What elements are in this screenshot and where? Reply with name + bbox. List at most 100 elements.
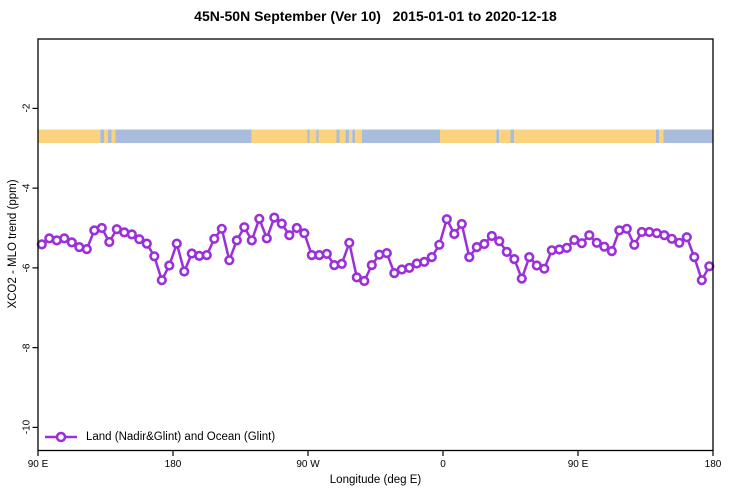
map-strip-segment-ocean xyxy=(316,129,319,144)
x-tick-label: 90 E xyxy=(567,458,589,470)
map-strip-segment-ocean xyxy=(362,129,440,144)
map-strip-segment-land xyxy=(309,129,317,144)
data-point xyxy=(284,230,295,241)
data-point xyxy=(426,252,437,263)
map-strip-segment-ocean xyxy=(352,129,356,144)
data-point xyxy=(149,251,160,262)
data-point xyxy=(629,239,640,250)
data-point xyxy=(239,222,250,233)
map-strip-segment-ocean xyxy=(345,129,350,144)
x-tick-label: 180 xyxy=(164,458,182,470)
data-point xyxy=(216,223,227,234)
data-point xyxy=(96,222,107,234)
legend-line-marker-icon xyxy=(45,431,77,443)
data-point xyxy=(419,256,430,268)
data-point xyxy=(321,248,332,259)
data-point xyxy=(666,233,677,244)
data-point xyxy=(351,272,362,283)
map-strip-segment-land xyxy=(514,129,656,144)
x-axis-label: Longitude (deg E) xyxy=(329,474,422,486)
data-point xyxy=(704,261,715,272)
y-tick-label: -10 xyxy=(21,420,33,435)
data-point xyxy=(104,236,115,248)
data-point xyxy=(561,242,572,253)
data-point xyxy=(434,239,445,250)
x-tick-label: 180 xyxy=(704,458,722,470)
data-point xyxy=(599,241,610,252)
map-strip-segment-ocean xyxy=(656,129,659,144)
data-point xyxy=(404,262,415,274)
data-point xyxy=(381,248,392,259)
data-point xyxy=(81,244,92,255)
data-point xyxy=(494,236,505,247)
data-point xyxy=(606,246,617,257)
data-point xyxy=(59,233,70,244)
y-tick-label: -8 xyxy=(21,343,33,353)
data-point xyxy=(141,238,152,249)
map-strip-segment-ocean xyxy=(510,129,515,144)
data-point xyxy=(501,246,512,257)
data-point xyxy=(539,263,550,274)
data-point xyxy=(359,275,370,287)
data-point xyxy=(591,237,602,248)
data-point xyxy=(659,230,670,241)
map-strip-segment-ocean xyxy=(336,129,340,144)
map-strip-segment-land xyxy=(318,129,337,144)
data-point xyxy=(621,223,632,234)
map-strip-segment-land xyxy=(251,129,308,144)
map-strip-segment-ocean xyxy=(100,129,104,144)
data-point xyxy=(66,237,77,248)
data-point xyxy=(299,228,310,239)
map-strip-segment-ocean xyxy=(115,129,252,144)
legend-label: Land (Nadir&Glint) and Ocean (Glint) xyxy=(86,431,276,443)
data-point xyxy=(486,230,497,242)
y-tick-label: -4 xyxy=(21,183,33,193)
data-point xyxy=(696,275,707,286)
data-point xyxy=(269,212,280,223)
data-point xyxy=(464,252,475,263)
data-point xyxy=(291,222,302,234)
data-point xyxy=(479,238,490,250)
map-strip-segment-land xyxy=(659,129,664,144)
y-axis-label: XCO2 - MLO trend (ppm) xyxy=(7,179,19,309)
data-point xyxy=(516,273,527,284)
data-point xyxy=(336,258,347,270)
data-point xyxy=(674,237,685,248)
map-strip-segment-land xyxy=(499,129,511,144)
data-point xyxy=(36,239,47,250)
data-point xyxy=(689,252,700,263)
data-point xyxy=(254,213,265,224)
data-point xyxy=(389,268,400,279)
data-point xyxy=(344,237,355,248)
data-point xyxy=(441,214,452,225)
data-point xyxy=(524,252,535,263)
data-point xyxy=(179,266,190,277)
data-point xyxy=(449,228,460,240)
chart-title: 45N-50N September (Ver 10) 2015-01-01 to… xyxy=(194,8,557,24)
data-point xyxy=(456,218,467,230)
plot-box xyxy=(37,38,714,452)
y-tick-label: -2 xyxy=(21,103,33,113)
x-tick-label: 90 W xyxy=(296,458,320,470)
legend: Land (Nadir&Glint) and Ocean (Glint) xyxy=(44,429,275,445)
data-point xyxy=(231,235,242,246)
map-strip-segment-ocean xyxy=(307,129,310,144)
data-point xyxy=(134,234,145,245)
map-strip-segment-ocean xyxy=(663,129,713,144)
x-tick-label: 0 xyxy=(440,458,446,470)
map-strip-segment-ocean xyxy=(496,129,500,144)
map-strip-segment-land xyxy=(440,129,497,144)
data-point xyxy=(156,275,167,286)
data-point xyxy=(366,260,377,271)
data-point xyxy=(261,233,272,244)
map-strip-segment-land xyxy=(355,129,362,144)
data-point xyxy=(224,255,235,266)
map-strip-segment-ocean xyxy=(107,129,112,144)
map-strip-segment-land xyxy=(339,129,346,144)
data-point xyxy=(209,233,220,244)
data-point xyxy=(246,235,257,246)
y-tick-label: -6 xyxy=(21,263,33,273)
map-strip-segment-land xyxy=(111,129,116,144)
data-point xyxy=(576,238,587,249)
data-point xyxy=(584,230,595,241)
